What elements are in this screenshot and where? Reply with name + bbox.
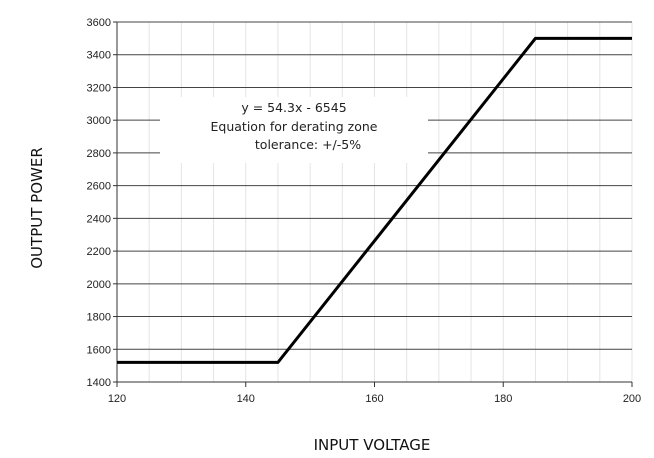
annotation-line-2: Equation for derating zone [211,119,378,134]
x-tick-label: 120 [108,393,126,405]
x-tick-label: 180 [494,393,512,405]
series-line [117,36,632,364]
series [117,36,632,364]
y-tick-label: 3400 [87,50,111,62]
y-tick-label: 2600 [87,181,111,193]
y-tick-label: 1800 [87,312,111,324]
annotation-line-3: tolerance: +/-5% [255,137,361,152]
y-tick-label: 3000 [87,115,111,127]
x-tick-label: 160 [365,393,383,405]
y-tick-label: 2800 [87,148,111,160]
y-tick-label: 2000 [87,279,111,291]
tick-labels: 1400 1600 1800 2000 2200 2400 2600 2800 3000 3200… [87,17,642,405]
annotation-background [160,97,428,163]
y-axis-title: OUTPUT POWER [28,147,46,269]
y-tick-label: 1600 [87,344,111,356]
annotation: y = 54.3x - 6545 Equation for derating z… [211,100,378,152]
y-tick-label: 2200 [87,246,111,258]
y-tick-label: 2400 [87,213,111,225]
x-tick-label: 200 [623,393,641,405]
x-axis-title: INPUT VOLTAGE [314,436,431,454]
y-tick-label: 1400 [87,377,111,389]
x-tick-label: 140 [237,393,255,405]
y-tick-label: 3200 [87,82,111,94]
axes [113,21,633,387]
grid [116,21,633,383]
annotation-line-1: y = 54.3x - 6545 [241,100,346,115]
y-tick-label: 3600 [87,17,111,29]
